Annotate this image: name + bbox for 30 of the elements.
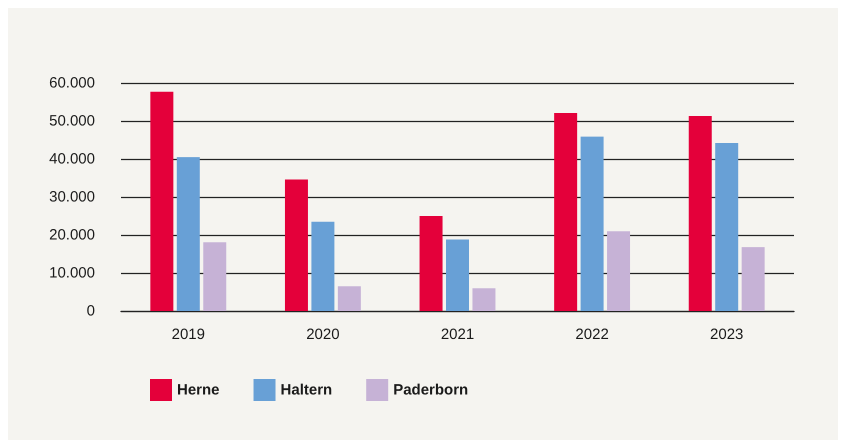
bar [311,222,334,311]
legend-label: Haltern [280,382,332,398]
x-tick-label: 2020 [306,326,340,343]
legend-label: Paderborn [393,382,468,398]
bar [688,116,712,311]
y-tick-label: 10.000 [49,264,95,282]
bar [472,288,496,311]
bar [420,216,443,311]
bar [607,231,630,311]
bar [715,143,738,311]
y-tick-label: 30.000 [49,188,95,206]
y-tick-label: 40.000 [49,150,95,168]
y-tick-label: 20.000 [49,226,95,244]
legend-label: Herne [177,382,220,398]
bar [554,113,578,311]
bar [150,92,174,311]
x-tick-label: 2023 [710,326,744,343]
x-tick-label: 2021 [440,326,474,343]
bar [742,247,765,311]
y-tick-label: 60.000 [49,74,95,92]
bar [176,157,200,311]
bar [338,286,361,311]
bar [284,180,308,311]
bar [580,136,604,311]
x-tick-label: 2019 [172,326,205,343]
y-tick-label: 0 [86,302,95,320]
bar [446,240,469,311]
bar [203,242,226,311]
y-tick-label: 50.000 [49,112,95,130]
x-tick-label: 2022 [575,326,609,343]
